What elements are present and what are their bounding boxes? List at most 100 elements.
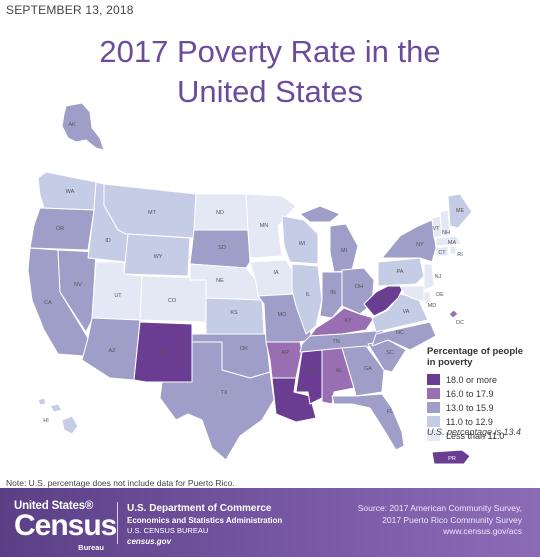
label-nc: NC xyxy=(396,330,404,336)
label-de: DE xyxy=(436,292,444,298)
label-la: LA xyxy=(283,394,290,400)
logo-census: Census xyxy=(14,509,117,542)
us-poverty-map: AK HI WA OR CA NV ID MT WY UT AZ CO NM N… xyxy=(27,102,473,465)
title-line-2: United States xyxy=(176,74,364,109)
label-ak: AK xyxy=(68,122,76,128)
label-nh: NH xyxy=(442,230,450,236)
label-ok: OK xyxy=(240,346,248,352)
source-line-1: Source: 2017 American Community Survey, xyxy=(357,503,522,513)
label-nj: NJ xyxy=(435,274,442,280)
source-info: Source: 2017 American Community Survey, … xyxy=(358,503,522,538)
state-sd xyxy=(189,229,251,269)
source-line-2: 2017 Puerto Rico Community Survey xyxy=(382,514,522,525)
state-wi xyxy=(281,215,319,265)
logo-bureau: Bureau xyxy=(78,543,104,552)
state-ar xyxy=(265,341,303,379)
logo-united-states: United States® xyxy=(14,500,94,512)
state-ma xyxy=(435,235,463,247)
state-il xyxy=(291,263,323,335)
source-acs-link[interactable]: www.census.gov/acs xyxy=(443,526,522,536)
state-or xyxy=(29,207,95,251)
label-me: ME xyxy=(456,208,465,214)
label-co: CO xyxy=(168,298,177,304)
label-or: OR xyxy=(56,226,64,232)
state-nj xyxy=(423,263,435,291)
label-wy: WY xyxy=(154,254,163,260)
label-az: AZ xyxy=(108,348,116,354)
legend-title-line-2: in poverty xyxy=(427,357,473,368)
state-hi-2 xyxy=(49,403,63,413)
label-ky: KY xyxy=(344,318,352,324)
state-wv xyxy=(363,285,405,317)
legend-swatch xyxy=(427,430,440,441)
legend-item: 18.0 or more xyxy=(427,373,537,386)
legend-label: 11.0 to 12.9 xyxy=(446,416,493,427)
label-hi: HI xyxy=(43,418,49,424)
label-mo: MO xyxy=(278,312,288,318)
state-la xyxy=(271,377,317,423)
legend-item: 16.0 to 17.9 xyxy=(427,387,537,400)
label-nd: ND xyxy=(216,210,224,216)
us-percentage-note: U.S. percentage is 13.4 xyxy=(427,427,522,437)
label-in: IN xyxy=(330,290,336,296)
state-ak xyxy=(61,102,105,151)
label-wi: WI xyxy=(299,241,306,247)
label-mt: MT xyxy=(148,210,157,216)
label-ks: KS xyxy=(230,310,238,316)
legend: Percentage of people in poverty 18.0 or … xyxy=(427,346,537,443)
label-ga: GA xyxy=(364,366,372,372)
label-ar: AR xyxy=(281,350,289,356)
label-mi: MI xyxy=(341,248,348,254)
state-ct xyxy=(435,245,449,257)
state-me xyxy=(447,193,473,229)
census-bureau-logo[interactable]: United States® Census Bureau xyxy=(14,500,117,552)
label-md: MD xyxy=(428,303,437,309)
legend-swatch xyxy=(427,402,440,413)
label-tn: TN xyxy=(332,339,339,345)
label-dc: DC xyxy=(456,320,464,326)
state-ia xyxy=(249,259,297,297)
label-ut: UT xyxy=(114,293,122,299)
label-va: VA xyxy=(403,309,410,315)
legend-item: 13.0 to 15.9 xyxy=(427,401,537,414)
legend-label: 16.0 to 17.9 xyxy=(446,388,494,399)
label-wv: WV xyxy=(380,296,389,302)
label-ms: MS xyxy=(307,368,316,374)
label-id: ID xyxy=(105,238,111,244)
department-info: U.S. Department of Commerce Economics an… xyxy=(127,503,282,547)
legend-item: 11.0 to 12.9 xyxy=(427,415,537,428)
state-dc xyxy=(448,309,459,319)
state-hi-3 xyxy=(61,415,79,435)
label-pr: PR xyxy=(448,456,456,462)
footer-banner: United States® Census Bureau U.S. Depart… xyxy=(0,488,540,557)
state-ks xyxy=(205,297,265,335)
label-ny: NY xyxy=(416,242,424,248)
label-ne: NE xyxy=(216,278,224,284)
state-wy xyxy=(123,233,191,277)
census-gov-link[interactable]: census.gov xyxy=(127,537,172,546)
state-tx xyxy=(159,341,275,461)
title-line-1: 2017 Poverty Rate in the xyxy=(99,34,441,69)
state-mn xyxy=(245,193,297,259)
label-wa: WA xyxy=(66,189,75,195)
label-pa: PA xyxy=(397,269,404,275)
label-ri: RI xyxy=(457,252,463,258)
state-ga xyxy=(341,345,385,397)
state-fl xyxy=(331,393,405,451)
label-sd: SD xyxy=(218,245,226,251)
state-hi xyxy=(37,397,47,406)
footer-divider xyxy=(117,502,118,544)
label-ma: MA xyxy=(448,240,457,246)
label-mn: MN xyxy=(260,223,269,229)
footnote: Note: U.S. percentage does not include d… xyxy=(6,478,235,488)
state-ri xyxy=(449,245,457,255)
state-pa xyxy=(377,257,425,287)
label-ia: IA xyxy=(273,270,279,276)
legend-swatch xyxy=(427,374,440,385)
legend-swatch xyxy=(427,388,440,399)
label-ct: CT xyxy=(438,250,446,256)
label-sc: SC xyxy=(386,350,394,356)
legend-item: Less than 11.0 xyxy=(427,429,537,442)
label-nm: NM xyxy=(158,350,167,356)
legend-title-line-1: Percentage of people xyxy=(427,346,524,357)
